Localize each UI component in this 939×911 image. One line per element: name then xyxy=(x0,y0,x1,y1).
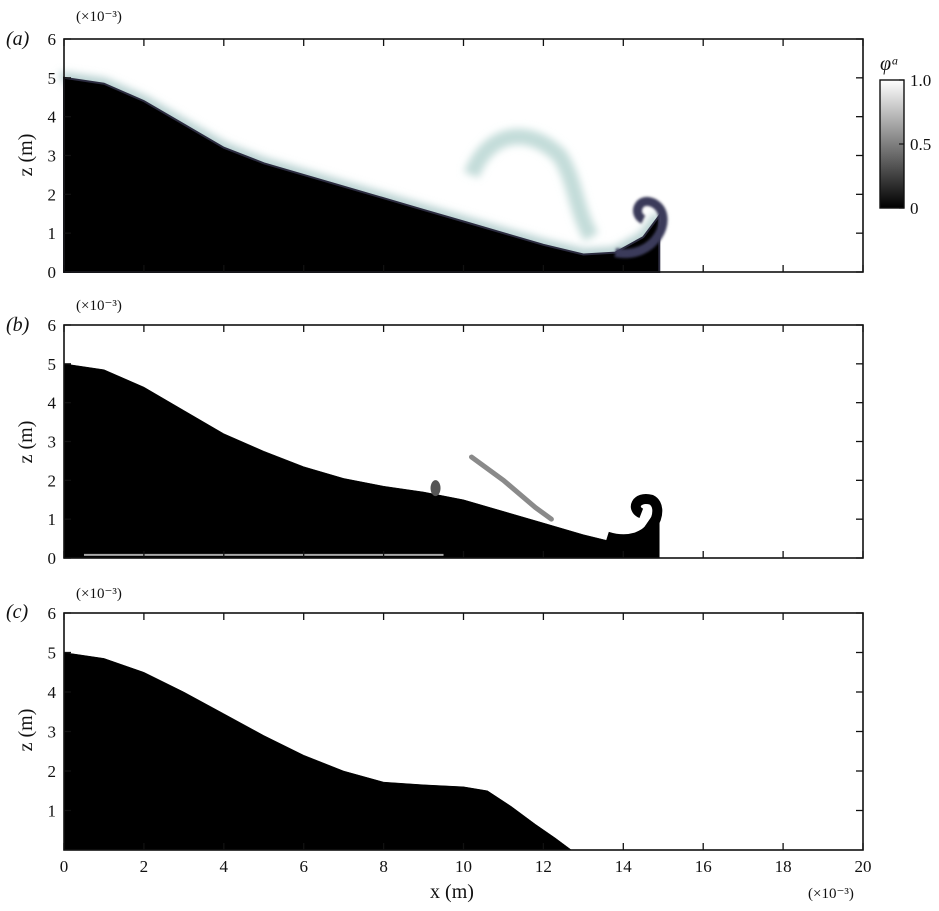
x-tick-label: 14 xyxy=(615,857,633,876)
curl-tip xyxy=(614,197,668,258)
y-tick-label: 6 xyxy=(48,604,57,623)
y-tick-label: 1 xyxy=(48,802,57,821)
y-tick-label: 5 xyxy=(48,355,57,374)
x-tick-label: 6 xyxy=(299,857,308,876)
y-tick-label: 0 xyxy=(48,263,57,282)
x-tick-label: 10 xyxy=(455,857,472,876)
panel-a-ticks: 0 1 2 3 4 5 6 xyxy=(48,30,864,282)
panel-a-frame xyxy=(63,38,864,273)
panel-b-plot xyxy=(63,363,660,559)
y-tick-label: 2 xyxy=(48,185,57,204)
curl-tip xyxy=(605,494,663,545)
panel-a-y-multiplier: (×10⁻³) xyxy=(76,9,122,25)
droplet xyxy=(430,480,441,497)
panel-a: (a) (×10⁻³) z (m) 0 1 2 3 4 5 6 xyxy=(6,9,864,282)
panel-c-plot xyxy=(63,652,573,851)
panel-c-x-axis-title: x (m) xyxy=(430,881,474,903)
x-tick-label: 12 xyxy=(535,857,552,876)
y-tick-label: 6 xyxy=(48,30,57,49)
diffuse-plume xyxy=(463,128,599,242)
panel-a-plot xyxy=(58,71,665,273)
y-tick-label: 4 xyxy=(48,394,57,413)
panel-a-y-axis-title: z (m) xyxy=(15,134,37,177)
filament xyxy=(468,454,554,522)
y-tick-label: 0 xyxy=(48,549,57,568)
panel-c-x-multiplier: (×10⁻³) xyxy=(808,886,854,902)
panel-c-y-multiplier: (×10⁻³) xyxy=(76,586,122,602)
x-tick-label: 0 xyxy=(60,857,69,876)
colorbar: φᵃ 0 0.5 1.0 xyxy=(879,53,931,218)
colorbar-tick-label: 1.0 xyxy=(910,71,931,90)
panel-c-frame xyxy=(63,612,864,851)
colorbar-title: φᵃ xyxy=(880,53,899,75)
y-tick-label: 6 xyxy=(48,316,57,335)
liquid-region xyxy=(63,363,660,559)
panel-b-y-multiplier: (×10⁻³) xyxy=(76,298,122,314)
x-tick-label: 4 xyxy=(220,857,229,876)
y-tick-label: 5 xyxy=(48,644,57,663)
panel-b-frame xyxy=(63,324,864,559)
y-tick-label: 3 xyxy=(48,147,57,166)
panel-b-label: (b) xyxy=(6,314,30,336)
x-tick-label: 2 xyxy=(140,857,149,876)
panel-a-overlays xyxy=(83,128,668,270)
panel-c-label: (c) xyxy=(6,601,29,623)
panel-c: (c) (×10⁻³) z (m) 0 2 4 6 8 10 12 14 16 18 2012345… xyxy=(6,586,872,903)
panel-b-y-axis-title: z (m) xyxy=(15,421,37,464)
liquid-region xyxy=(63,652,573,851)
y-tick-label: 3 xyxy=(48,723,57,742)
y-tick-label: 2 xyxy=(48,471,57,490)
y-tick-label: 1 xyxy=(48,224,57,243)
colorbar-tick-label: 0 xyxy=(910,199,919,218)
colorbar-tick-label: 0.5 xyxy=(910,135,931,154)
x-tick-label: 20 xyxy=(855,857,872,876)
y-tick-label: 4 xyxy=(48,108,57,127)
y-tick-label: 2 xyxy=(48,762,57,781)
x-tick-label: 8 xyxy=(379,857,388,876)
x-tick-label: 16 xyxy=(695,857,712,876)
panel-c-y-axis-title: z (m) xyxy=(15,709,37,752)
colorbar-ticks: 0 0.5 1.0 xyxy=(899,71,931,218)
liquid-region xyxy=(63,76,661,273)
y-tick-label: 1 xyxy=(48,510,57,529)
y-tick-label: 5 xyxy=(48,69,57,88)
panel-a-label: (a) xyxy=(6,28,30,50)
y-tick-label: 3 xyxy=(48,433,57,452)
panel-b: (b) (×10⁻³) z (m) 0 1 2 3 4 5 6 xyxy=(6,298,864,568)
x-tick-label: 18 xyxy=(775,857,792,876)
y-tick-label: 4 xyxy=(48,683,57,702)
